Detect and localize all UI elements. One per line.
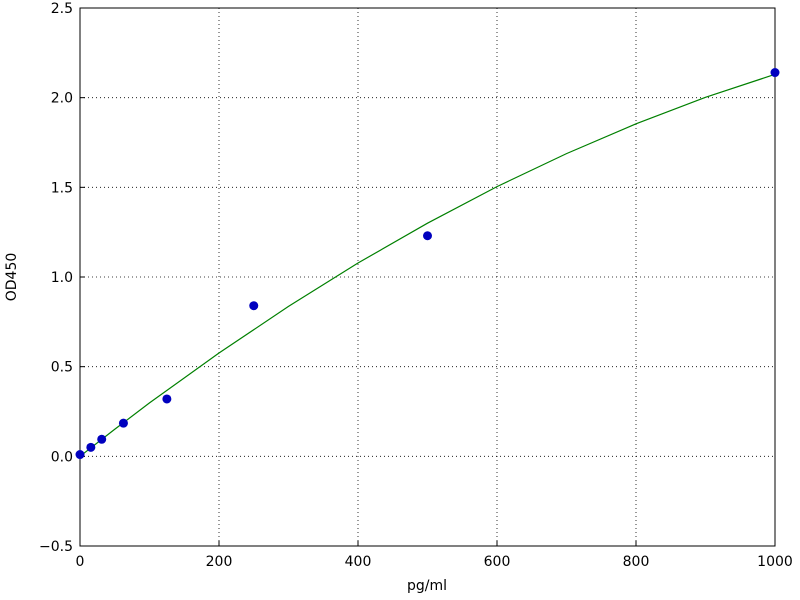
plot-frame [79, 7, 776, 547]
y-tick-label: 1.0 [51, 270, 73, 286]
data-point [162, 394, 172, 404]
x-tick-label: 600 [484, 554, 511, 570]
data-point [770, 68, 780, 78]
x-tick-label: 800 [623, 554, 650, 570]
fit-line [79, 73, 776, 457]
y-tick-label: 0.5 [51, 360, 73, 376]
x-tick-label: 200 [206, 554, 233, 570]
x-tick-label: 0 [76, 554, 85, 570]
y-tick-label: 0.0 [51, 449, 73, 465]
y-tick-label: 1.5 [51, 180, 73, 196]
x-axis-label: pg/ml [407, 578, 447, 594]
y-tick-label: −0.5 [39, 539, 73, 555]
data-point [249, 301, 259, 311]
data-point [118, 418, 128, 428]
data-point [97, 434, 107, 444]
data-point [75, 450, 85, 460]
x-tick-label: 400 [345, 554, 372, 570]
y-tick-label: 2.5 [51, 1, 73, 17]
data-point [423, 231, 432, 241]
y-axis-label: OD450 [4, 253, 20, 302]
x-tick-label: 1000 [757, 554, 793, 570]
y-tick-label: 2.0 [51, 91, 73, 107]
data-point [86, 442, 96, 452]
